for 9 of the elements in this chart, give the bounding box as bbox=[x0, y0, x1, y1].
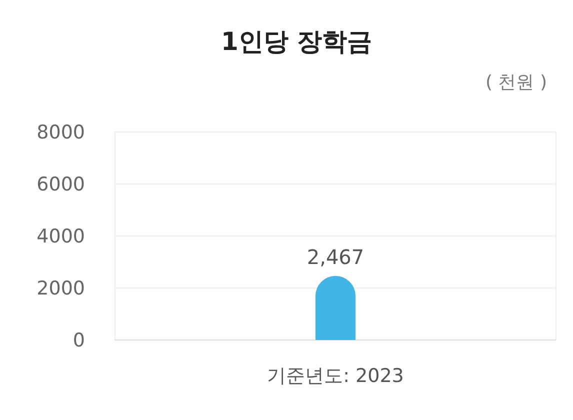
chart-subtitle: ( 천원 ) bbox=[486, 72, 547, 93]
y-tick-label: 6000 bbox=[36, 174, 85, 196]
y-tick-label: 2000 bbox=[36, 278, 85, 300]
y-tick-label: 8000 bbox=[36, 122, 85, 144]
data-label: 2,467 bbox=[306, 244, 364, 269]
y-tick-label: 4000 bbox=[36, 226, 85, 248]
chart-title: 1인당 장학금 bbox=[220, 27, 372, 56]
x-tick-label: 기준년도: 2023 bbox=[267, 365, 404, 387]
y-tick-label: 0 bbox=[72, 330, 85, 352]
